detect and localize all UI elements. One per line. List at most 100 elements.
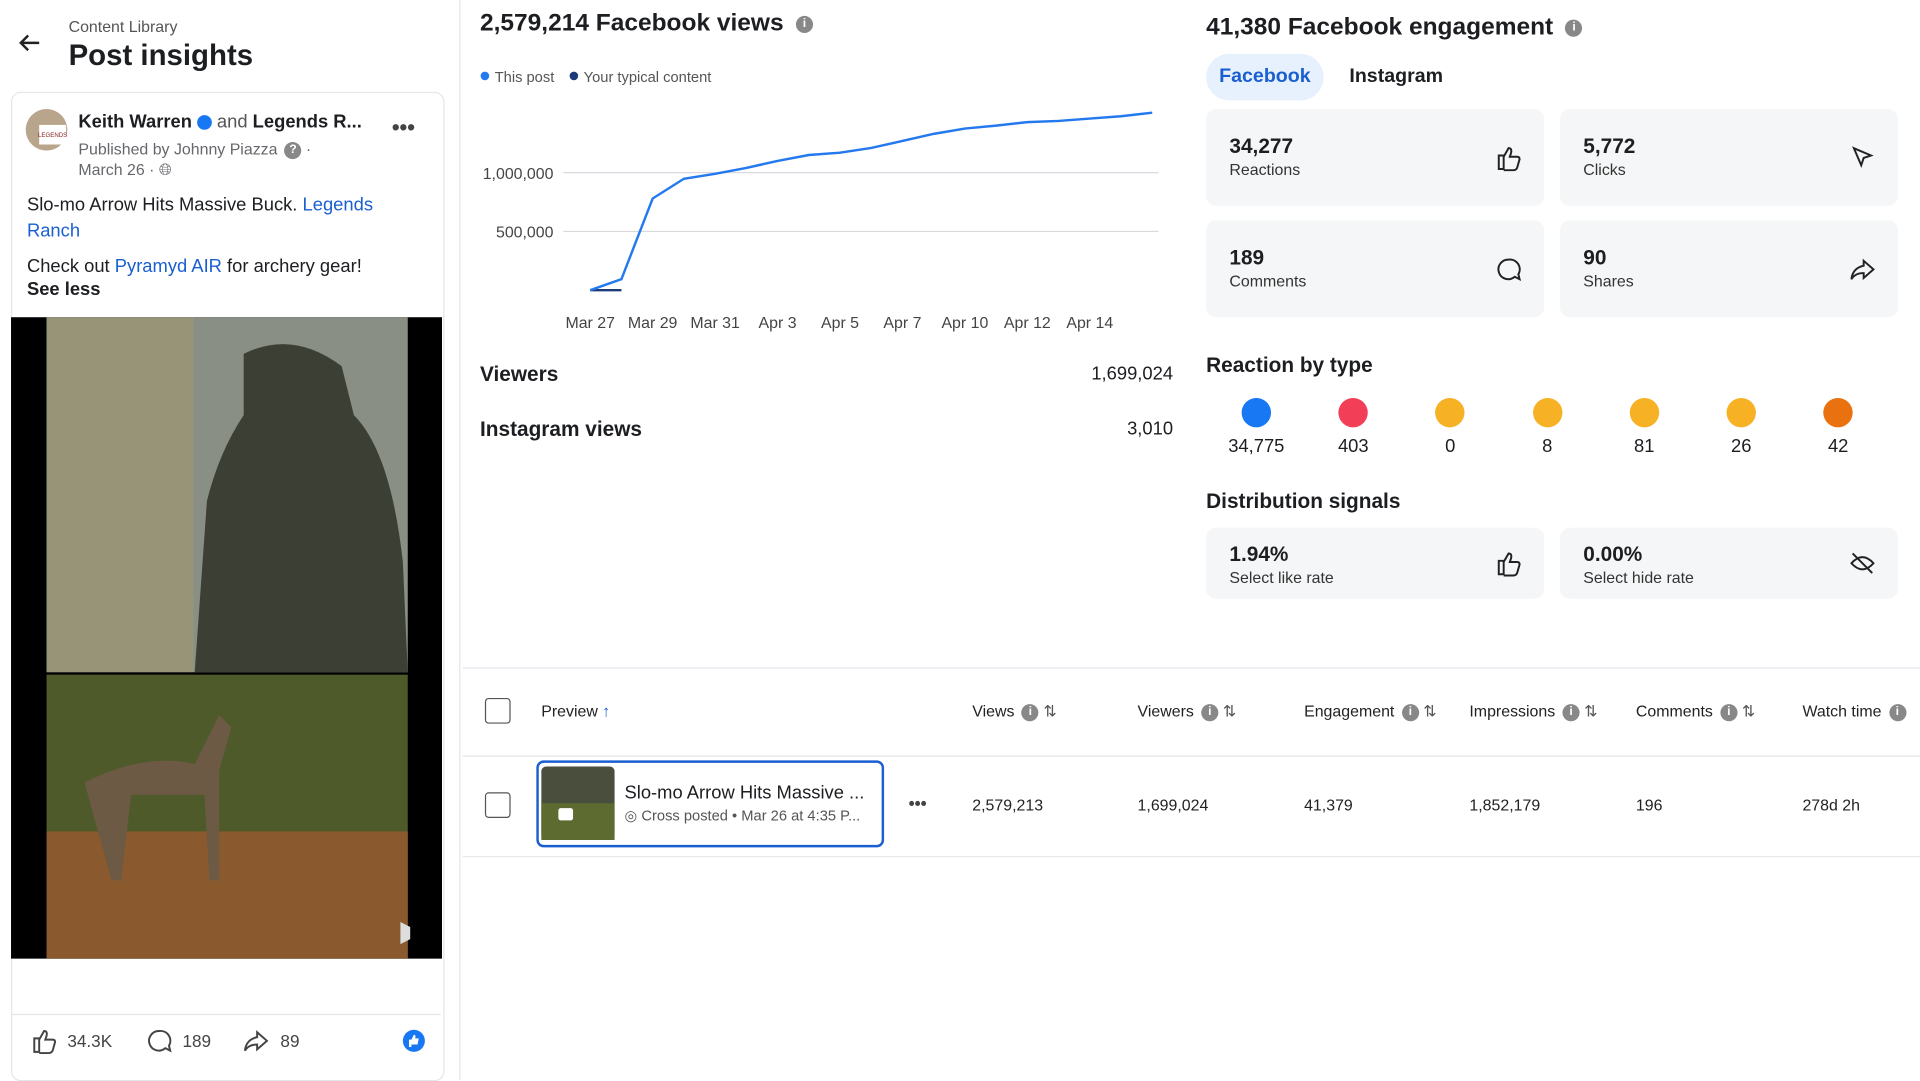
sort-icon[interactable]: ⇅ [1222, 701, 1237, 721]
coauthor[interactable]: Legends R... [252, 111, 362, 133]
tab-active[interactable]: Facebook [1206, 53, 1324, 101]
reaction-icon [1435, 397, 1465, 428]
reaction-icon [1629, 397, 1659, 428]
stat-icon [1848, 143, 1877, 179]
info-icon[interactable]: i [1201, 703, 1219, 721]
row-meta-text: Cross posted • Mar 26 at 4:35 P... [641, 806, 861, 825]
reaction-count: 26 [1731, 435, 1752, 457]
table [462, 667, 1920, 857]
info-icon[interactable]: i [1562, 703, 1580, 721]
reaction-icon [1823, 397, 1853, 428]
post-text-3: for archery gear! [227, 255, 362, 277]
signal-label: Select hide rate [1583, 568, 1694, 587]
divider [462, 755, 1920, 757]
info-icon[interactable]: i [1021, 703, 1039, 721]
video[interactable] [11, 317, 443, 959]
info-icon[interactable]: i [795, 15, 813, 33]
comment-icon[interactable] [146, 1027, 173, 1054]
metric-label: Viewers [480, 362, 559, 386]
more-button[interactable]: ••• [908, 793, 927, 814]
column-header[interactable]: Views i ⇅ [972, 701, 1057, 722]
section-title: Reaction by type [1206, 353, 1373, 378]
avatar[interactable]: LEGENDS [24, 108, 68, 152]
post-date: March 26 · 🌐︎ [78, 160, 172, 179]
info-icon[interactable]: i [1720, 703, 1738, 721]
published-by-text: Published by Johnny Piazza [78, 139, 278, 158]
stat-value: 34,277 [1229, 134, 1294, 158]
checkbox[interactable] [484, 792, 511, 818]
engagement-title: 41,380 Facebook engagement i [1206, 13, 1583, 41]
metric-value: 3,010 [1127, 418, 1174, 440]
header-text: Watch time [1802, 701, 1882, 721]
column-header[interactable]: Engagement i ⇅ [1304, 702, 1437, 722]
stat-card [1206, 220, 1545, 318]
more-button[interactable]: ••• [391, 115, 415, 140]
table-cell: 196 [1635, 795, 1663, 815]
signal-value: 1.94% [1229, 542, 1289, 566]
post-text-1: Slo-mo Arrow Hits Massive Buck. [26, 194, 298, 216]
link[interactable]: Legends Ranch [26, 194, 374, 242]
column-header[interactable]: Preview ↑ [541, 702, 610, 720]
column-header[interactable]: Viewers i ⇅ [1138, 701, 1237, 722]
x-tick-label: Apr 5 [821, 315, 859, 332]
views-chart: 500,000 1,000,000 Mar 27 Mar 29 Mar 31 Apr 3 A… [480, 70, 1159, 332]
reaction-count: 403 [1337, 435, 1369, 457]
table-cell: 41,379 [1304, 795, 1353, 815]
sort-icon[interactable]: ⇅ [1043, 701, 1057, 721]
engagement-title-text: 41,380 Facebook engagement [1206, 13, 1554, 41]
reaction-count: 42 [1827, 435, 1849, 457]
x-tick-label: Mar 29 [628, 315, 678, 332]
column-header[interactable]: Watch time i [1802, 702, 1906, 721]
link[interactable]: Pyramyd AIR [114, 255, 222, 277]
sort-icon[interactable]: ↑ [602, 701, 611, 721]
reaction-count: 0 [1445, 435, 1456, 457]
reaction-icon [1726, 397, 1756, 428]
divider [462, 855, 1920, 858]
post-text-2: Check out [26, 255, 110, 277]
sort-icon[interactable]: ⇅ [1423, 701, 1437, 721]
sort-icon[interactable]: ⇅ [1741, 701, 1756, 721]
reaction-count: 8 [1542, 435, 1553, 457]
stat-value: 5,772 [1583, 134, 1636, 158]
header-text: Impressions [1469, 701, 1556, 721]
preview-cell[interactable] [536, 760, 885, 848]
author[interactable]: Keith Warren [78, 111, 192, 133]
legend-dot [569, 71, 579, 81]
stat-value: 189 [1229, 246, 1265, 270]
section-title: Distribution signals [1206, 489, 1401, 514]
stat-label: Shares [1583, 271, 1634, 291]
info-icon[interactable]: i [1565, 19, 1583, 37]
info-icon[interactable]: i [1888, 703, 1906, 721]
table-cell: 1,699,024 [1137, 795, 1209, 815]
checkbox[interactable] [484, 697, 511, 724]
like-icon[interactable] [31, 1027, 58, 1055]
column-header[interactable]: Comments i ⇅ [1636, 702, 1755, 722]
reaction-icon [1338, 397, 1368, 428]
breadcrumb[interactable]: Content Library [68, 17, 178, 36]
divider [459, 0, 461, 1081]
back-button[interactable] [17, 32, 41, 54]
date: March 26 [78, 160, 145, 179]
reaction-count: 81 [1634, 435, 1655, 457]
share-icon[interactable] [242, 1027, 269, 1054]
header-text: Preview [541, 701, 598, 721]
stat-card [1560, 108, 1898, 206]
post-text: Check out Pyramyd AIR for archery gear! [27, 253, 419, 279]
chart-title: 2,579,214 Facebook views [480, 9, 784, 37]
line-series [589, 111, 1153, 292]
column-header[interactable]: Impressions i ⇅ [1469, 702, 1597, 722]
stat-value: 90 [1583, 246, 1607, 270]
stat-label: Clicks [1583, 160, 1626, 179]
stat-label: Comments [1229, 271, 1307, 291]
x-tick-label: Apr 10 [941, 315, 988, 332]
see-less[interactable]: See less [26, 279, 101, 301]
sort-icon[interactable]: ⇅ [1584, 701, 1598, 721]
legend-label: Your typical content [584, 70, 712, 86]
signal-value: 0.00% [1583, 542, 1643, 566]
stat-icon [1494, 255, 1523, 291]
share-count: 89 [280, 1031, 300, 1051]
tab[interactable]: Instagram [1349, 66, 1444, 87]
info-icon[interactable]: i [1401, 703, 1419, 721]
reaction-icon [1241, 397, 1272, 428]
x-tick-label: Mar 27 [565, 315, 615, 332]
